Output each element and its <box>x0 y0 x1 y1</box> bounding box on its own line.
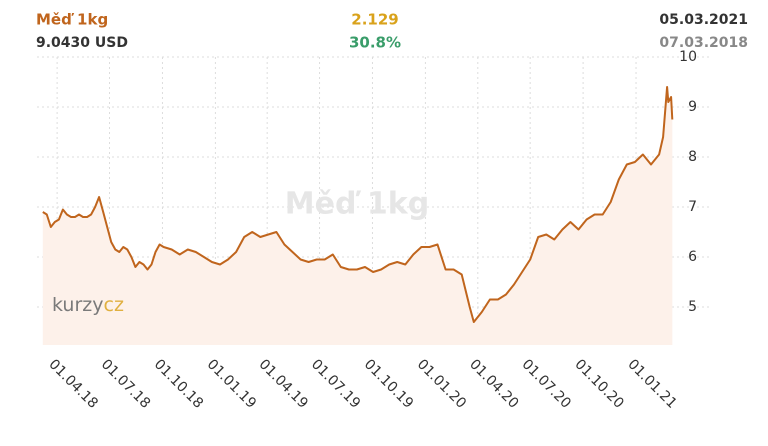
title: Měď 1kg <box>36 11 108 29</box>
price: 9.0430 USD <box>36 35 128 51</box>
y-tick-label: 9 <box>688 99 697 115</box>
x-tick-label: 01.04.18 <box>45 356 100 411</box>
plot: 567891001.04.1801.07.1801.10.1801.01.190… <box>37 49 712 412</box>
x-tick-label: 01.04.19 <box>256 356 311 411</box>
y-tick-label: 5 <box>688 299 697 315</box>
change: 2.129 <box>351 11 398 29</box>
logo: kurzycz <box>52 294 124 316</box>
area <box>42 87 673 345</box>
x-tick-label: 01.01.20 <box>414 356 469 411</box>
x-tick-label: 01.07.19 <box>308 356 363 411</box>
x-tick-label: 01.10.18 <box>151 356 206 411</box>
x-tick-label: 01.07.20 <box>519 356 574 411</box>
change-percent: 30.8% <box>349 34 401 52</box>
logo-suffix: cz <box>104 294 124 316</box>
x-tick-label: 01.04.20 <box>466 356 521 411</box>
y-tick-label: 10 <box>679 49 697 65</box>
y-tick-label: 7 <box>688 199 697 215</box>
x-tick-label: 01.10.19 <box>361 356 416 411</box>
logo-main: kurzy <box>52 294 104 316</box>
line <box>42 86 674 323</box>
y-tick-label: 6 <box>688 249 697 265</box>
x-tick-label: 01.01.19 <box>204 356 259 411</box>
date-to: 05.03.2021 <box>659 12 748 28</box>
watermark: Měď 1kg <box>285 187 429 222</box>
date-from: 07.03.2018 <box>659 35 748 51</box>
x-tick-label: 01.01.21 <box>624 356 679 411</box>
x-tick-label: 01.10.20 <box>571 356 626 411</box>
y-tick-label: 8 <box>688 149 697 165</box>
x-tick-label: 01.07.18 <box>98 356 153 411</box>
